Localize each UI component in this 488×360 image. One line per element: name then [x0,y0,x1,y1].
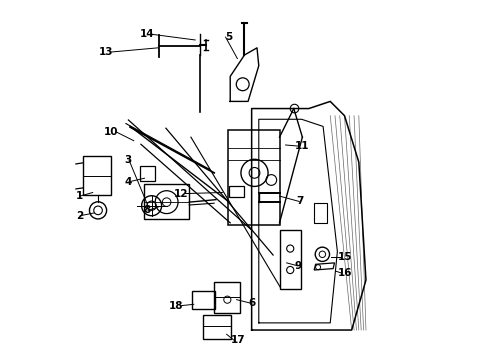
Text: 6: 6 [247,298,255,308]
Text: 10: 10 [104,127,119,137]
Text: 5: 5 [224,32,232,42]
Text: 17: 17 [230,335,245,345]
Text: 12: 12 [173,189,188,199]
Text: 14: 14 [140,29,154,39]
Text: 13: 13 [99,47,113,57]
Text: 11: 11 [295,141,309,151]
Text: 1: 1 [76,191,83,201]
Text: 8: 8 [143,205,151,215]
Text: 18: 18 [168,301,183,311]
Text: 3: 3 [124,156,132,165]
Text: 2: 2 [76,211,83,221]
Text: 16: 16 [337,268,352,278]
Text: 4: 4 [124,177,132,187]
Text: 9: 9 [294,261,301,271]
Text: 15: 15 [337,252,352,262]
Text: 7: 7 [296,197,303,206]
